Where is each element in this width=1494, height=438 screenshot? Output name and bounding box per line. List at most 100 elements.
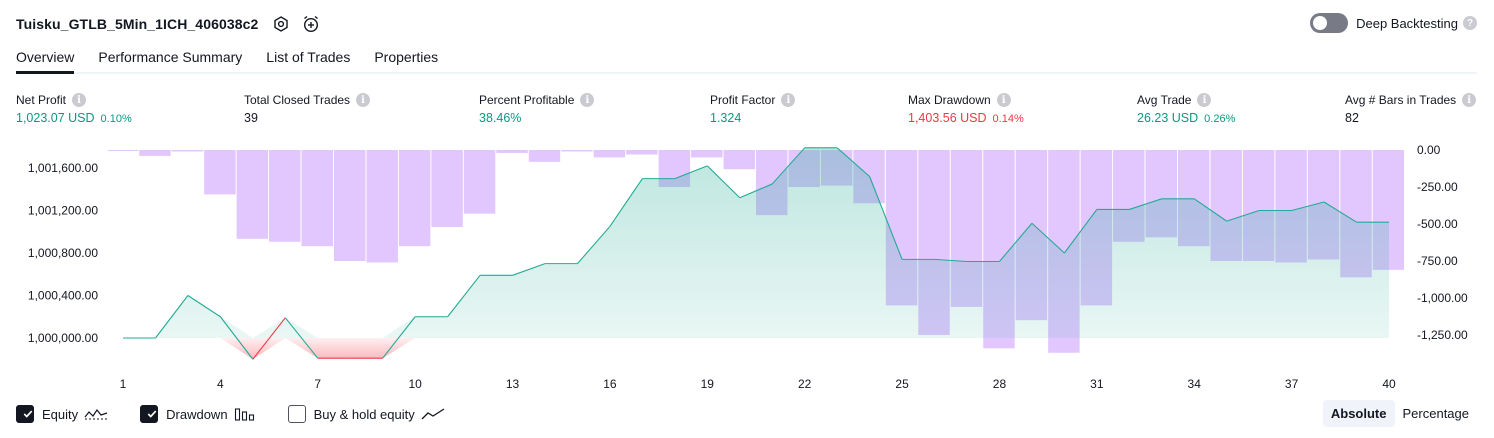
x-tick-label: 10 [408,377,422,391]
drawdown-bar[interactable] [236,150,269,239]
equity-point[interactable] [1127,207,1131,211]
equity-point[interactable] [511,273,515,277]
equity-point[interactable] [835,146,839,150]
equity-point[interactable] [705,164,709,168]
equity-point[interactable] [218,315,222,319]
left-y-tick-label: 1,000,800.00 [28,246,98,260]
equity-line-segment [999,222,1033,262]
equity-point[interactable] [640,177,644,181]
equity-point[interactable] [738,196,742,200]
equity-point[interactable] [803,146,807,150]
stats-row: Net Profit i 1,023.07 USD 0.10% Total Clos… [16,93,1477,133]
equity-point[interactable] [868,175,872,179]
add-alert-clock-icon[interactable] [300,13,322,35]
equity-point[interactable] [413,315,417,319]
equity-point[interactable] [121,336,125,340]
equity-point[interactable] [283,316,287,320]
equity-point[interactable] [900,257,904,261]
legend-buy-hold-equity[interactable]: Buy & hold equity [287,405,445,423]
equity-point[interactable] [186,294,190,298]
drawdown-bar[interactable] [204,150,236,195]
info-icon[interactable]: i [1197,93,1212,107]
drawdown-bar[interactable] [398,150,431,247]
drawdown-bar[interactable] [334,150,366,261]
drawdown-bar[interactable] [593,150,626,158]
legend-drawdown-label: Drawdown [166,406,228,422]
equity-point[interactable] [673,177,677,181]
info-icon[interactable]: i [356,93,371,107]
info-icon[interactable]: i [996,93,1011,107]
stat-label: Total Closed Trades [244,93,351,107]
stat-value: 1,403.56 USD [908,111,987,125]
strategy-header: Tuisku_GTLB_5Min_1ICH_406038c2 [16,12,322,36]
drawdown-bar[interactable] [723,150,755,170]
equity-point[interactable] [1030,221,1034,225]
drawdown-bar[interactable] [139,150,171,156]
equity-point[interactable] [1387,220,1391,224]
drawdown-bar[interactable] [528,150,561,162]
drawdown-bar[interactable] [108,150,139,151]
stat-value: 26.23 USD [1137,111,1199,125]
equity-point[interactable] [933,257,937,261]
equity-point[interactable] [316,356,320,360]
info-icon[interactable]: i [781,93,796,107]
equity-point[interactable] [251,357,255,361]
drawdown-bar[interactable] [626,150,658,155]
tab-properties[interactable]: Properties [374,49,439,65]
equity-point[interactable] [1192,197,1196,201]
drawdown-bar[interactable] [691,150,723,158]
absolute-mode-button[interactable]: Absolute [1322,400,1395,427]
right-y-tick-label: -1,250.00 [1417,328,1468,342]
equity-point[interactable] [1290,209,1294,213]
equity-point[interactable] [1355,220,1359,224]
equity-point[interactable] [381,356,385,360]
drawdown-bar[interactable] [431,150,463,227]
tab-list-of-trades[interactable]: List of Trades [266,49,351,65]
deep-backtesting-label: Deep Backtesting [1356,15,1458,31]
drawdown-bar[interactable] [496,150,528,153]
equity-point[interactable] [1322,200,1326,204]
stat-label: Profit Factor [710,93,776,107]
drawdown-bar[interactable] [269,150,301,242]
equity-line-segment [187,295,221,318]
equity-point[interactable] [446,315,450,319]
legend-equity[interactable]: Equity [16,405,108,423]
x-tick-label: 22 [798,377,812,391]
equity-line-segment [1129,198,1162,210]
legend-drawdown[interactable]: Drawdown [140,405,255,423]
equity-point[interactable] [153,336,157,340]
equity-point[interactable] [575,262,579,266]
equity-point[interactable] [1062,251,1066,255]
tab-performance-summary[interactable]: Performance Summary [98,49,243,65]
equity-point[interactable] [1257,209,1261,213]
drawdown-checkbox[interactable] [140,405,159,423]
x-tick-label: 40 [1382,377,1396,391]
equity-checkbox[interactable] [16,405,34,423]
drawdown-bar[interactable] [366,150,398,263]
equity-point[interactable] [478,273,482,277]
equity-line-segment [577,226,611,264]
equity-point[interactable] [608,224,612,228]
equity-point[interactable] [997,260,1001,264]
equity-drawdown-chart[interactable]: 1,001,600.00 1,001,200.00 1,000,800.00 1,00… [0,140,1494,395]
percentage-mode-button[interactable]: Percentage [1402,406,1470,421]
equity-point[interactable] [1160,197,1164,201]
drawdown-bar[interactable] [171,150,204,152]
info-icon[interactable]: i [72,93,87,107]
drawdown-bar[interactable] [463,150,496,214]
equity-point[interactable] [1095,207,1099,211]
equity-point[interactable] [543,262,547,266]
equity-point[interactable] [348,356,352,360]
settings-gear-icon[interactable] [270,13,292,35]
info-icon[interactable]: i [580,93,595,107]
buy-hold-checkbox[interactable] [287,405,306,423]
equity-point[interactable] [1225,219,1229,223]
deep-backtesting-toggle[interactable] [1310,13,1349,33]
info-icon[interactable]: i [1462,93,1477,107]
equity-point[interactable] [965,260,969,264]
help-icon[interactable]: ? [1463,16,1477,30]
drawdown-bar[interactable] [561,150,593,152]
drawdown-bar[interactable] [301,150,333,247]
equity-point[interactable] [770,182,774,186]
tab-overview[interactable]: Overview [16,46,75,74]
